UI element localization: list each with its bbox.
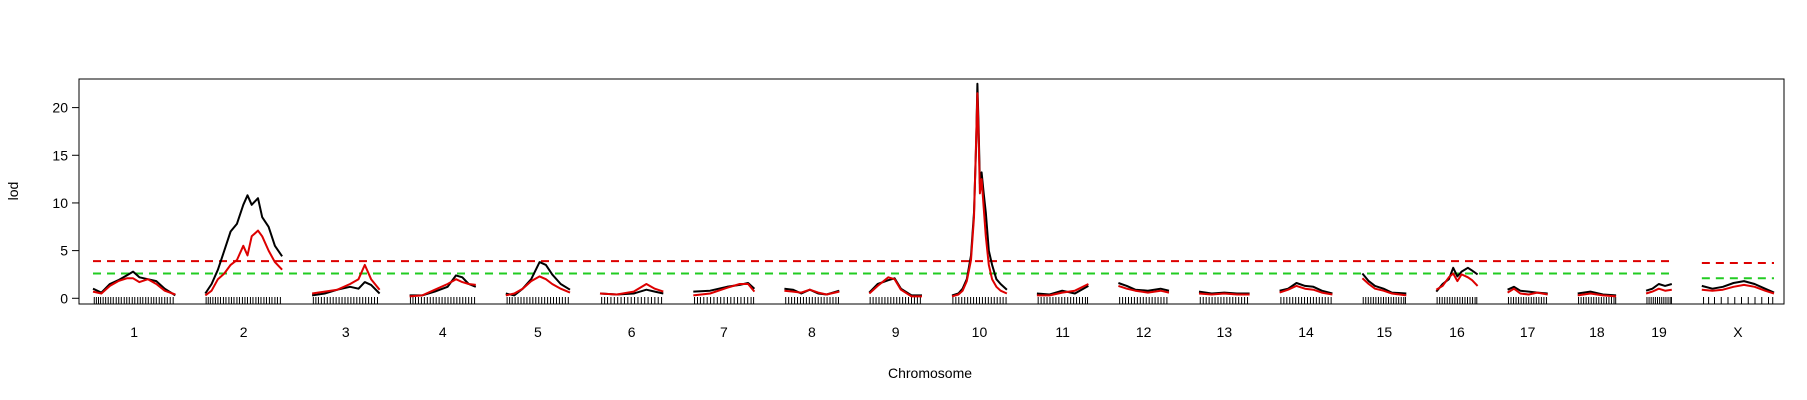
lod-curve-series-1: [1118, 282, 1170, 292]
lod-curve-series-2: [868, 276, 922, 298]
lod-curve-series-2: [1361, 277, 1407, 297]
y-tick-label: 10: [52, 195, 68, 211]
chromosome-label: X: [1733, 324, 1743, 340]
lod-curve-series-2: [1645, 287, 1672, 295]
lod-curve-series-2: [1577, 292, 1617, 298]
chromosome-label: 15: [1377, 324, 1393, 340]
y-axis-title: lod: [5, 182, 21, 201]
chromosome-label: 5: [534, 324, 542, 340]
chromosome-label: 3: [342, 324, 350, 340]
lod-curve-series-1: [1645, 283, 1673, 292]
lod-curve-series-2: [1701, 283, 1775, 295]
chromosome-label: 11: [1055, 324, 1070, 340]
lod-curve-series-2: [311, 263, 381, 295]
significance-thresholds: [93, 260, 1774, 280]
chromosome-label: 9: [892, 324, 900, 340]
y-axis: 0 5 10 15 20: [52, 100, 80, 306]
lod-curve-series-1: [204, 194, 283, 295]
lod-curve-series-2: [1036, 283, 1089, 297]
chromosome-label: 12: [1136, 324, 1152, 340]
plot-frame: [78, 78, 1785, 305]
chromosome-label: 10: [972, 324, 988, 340]
lod-curve-series-2: [409, 278, 476, 298]
lod-curve-series-2: [505, 275, 571, 297]
y-tick-label: 20: [52, 100, 68, 116]
lod-curves: [92, 82, 1775, 298]
lod-curve-series-2: [204, 229, 283, 297]
lod-curve-series-1: [1361, 272, 1407, 295]
lod-curve-series-2: [1118, 284, 1170, 294]
chromosome-label: 18: [1589, 324, 1605, 340]
x-axis: 1 2 3 4 5 6 7 8 9 10 11 12 13 14 15 16 17 18 19 X: [130, 324, 1743, 340]
lod-curve-series-2: [1507, 287, 1548, 296]
chromosome-label: 1: [130, 324, 138, 340]
y-tick-label: 5: [60, 243, 68, 259]
lod-curve-series-2: [599, 283, 664, 296]
lod-curve-series-1: [311, 281, 381, 297]
chromosome-label: 16: [1449, 324, 1465, 340]
chromosome-label: 2: [240, 324, 248, 340]
lod-curve-series-1: [1036, 285, 1089, 296]
chromosome-label: 13: [1217, 324, 1233, 340]
lod-curve-series-2: [1435, 272, 1479, 291]
lod-curve-series-2: [951, 92, 1008, 298]
chromosome-label: 8: [808, 324, 816, 340]
chromosome-label: 19: [1651, 324, 1667, 340]
chromosome-label: 7: [720, 324, 728, 340]
lod-curve-series-2: [1279, 284, 1333, 296]
marker-rug: [93, 297, 1774, 304]
lod-curve-series-2: [784, 288, 840, 296]
lod-curve-series-2: [1198, 292, 1250, 296]
x-axis-title: Chromosome: [888, 365, 972, 381]
lod-curve-series-1: [92, 270, 176, 297]
chromosome-label: 17: [1520, 324, 1536, 340]
y-tick-label: 0: [60, 290, 68, 306]
chromosome-label: 14: [1298, 324, 1314, 340]
lod-curve-series-2: [92, 277, 176, 296]
chromosome-label: 4: [439, 324, 447, 340]
lod-curve-series-1: [1701, 280, 1775, 294]
y-tick-label: 15: [52, 147, 68, 163]
lod-curve-series-1: [505, 261, 571, 297]
lod-curve-series-2: [693, 283, 756, 297]
chromosome-label: 6: [628, 324, 636, 340]
